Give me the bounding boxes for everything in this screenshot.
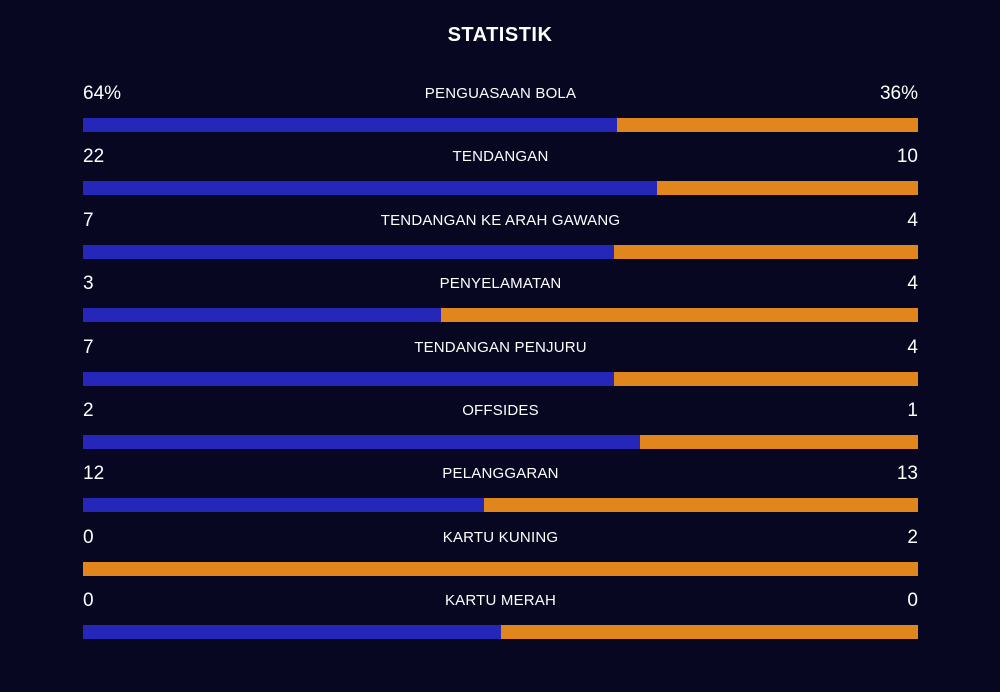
stat-home-value: 3 xyxy=(83,273,94,295)
stat-bar-home xyxy=(83,435,640,449)
stat-bar-home xyxy=(83,625,501,640)
stat-bar-away xyxy=(483,498,918,513)
stat-away-value: 10 xyxy=(896,146,918,168)
stat-label: TENDANGAN xyxy=(452,148,549,166)
stat-label: PELANGGARAN xyxy=(442,465,559,483)
stat-bar xyxy=(83,181,918,196)
stat-bar-home xyxy=(83,498,484,513)
stat-row: 7 TENDANGAN KE ARAH GAWANG 4 xyxy=(83,207,918,267)
stat-bar xyxy=(83,435,918,449)
stat-row: 0 KARTU MERAH 0 xyxy=(83,587,918,647)
stat-home-value: 64% xyxy=(83,83,122,104)
stat-home-value: 12 xyxy=(83,463,105,485)
stat-bar-away xyxy=(500,625,918,640)
stat-bar-away xyxy=(639,435,918,449)
stat-bar-away xyxy=(614,371,918,386)
stat-bar xyxy=(83,244,918,259)
stat-label: TENDANGAN PENJURU xyxy=(414,338,587,356)
stat-away-value: 1 xyxy=(907,400,918,421)
stat-away-value: 36% xyxy=(879,83,918,104)
stat-home-value: 0 xyxy=(83,590,94,612)
stat-away-value: 13 xyxy=(896,463,918,485)
stat-bar-home xyxy=(83,244,615,259)
stat-away-value: 4 xyxy=(907,209,918,231)
stat-bar-away xyxy=(614,244,918,259)
stat-row: 7 TENDANGAN PENJURU 4 xyxy=(83,334,918,394)
stat-bar-home xyxy=(83,308,441,323)
stat-away-value: 0 xyxy=(907,590,918,612)
stat-home-value: 22 xyxy=(83,146,105,168)
stat-bar-home xyxy=(83,181,658,196)
stat-label: KARTU MERAH xyxy=(444,592,557,610)
stat-bar-away xyxy=(657,181,918,196)
stat-home-value: 2 xyxy=(83,400,94,421)
stat-row: 0 KARTU KUNING 2 xyxy=(83,524,918,584)
stat-bar-away xyxy=(617,118,918,132)
stat-home-value: 7 xyxy=(83,336,94,358)
stat-bar xyxy=(83,625,918,640)
stat-bar-away xyxy=(440,308,918,323)
stat-away-value: 4 xyxy=(907,273,918,295)
stat-bar-home xyxy=(83,371,615,386)
stat-home-value: 0 xyxy=(83,526,94,548)
stat-bar-home xyxy=(83,118,618,132)
stat-label: PENYELAMATAN xyxy=(439,275,562,293)
stat-row: 64% PENGUASAAN BOLA 36% xyxy=(83,80,918,140)
stat-bar-away xyxy=(83,561,918,576)
stat-row: 3 PENYELAMATAN 4 xyxy=(83,270,918,330)
stat-away-value: 4 xyxy=(907,336,918,358)
stat-row: 2 OFFSIDES 1 xyxy=(83,397,918,457)
stat-label: KARTU KUNING xyxy=(442,528,559,546)
stat-label: PENGUASAAN BOLA xyxy=(424,85,577,102)
stat-label: TENDANGAN KE ARAH GAWANG xyxy=(380,211,621,229)
stat-bar xyxy=(83,371,918,386)
stat-row: 22 TENDANGAN 10 xyxy=(83,143,918,203)
stat-label: OFFSIDES xyxy=(462,402,539,419)
stat-bar xyxy=(83,561,918,576)
stat-away-value: 2 xyxy=(907,526,918,548)
stat-bar xyxy=(83,498,918,513)
stat-row: 12 PELANGGARAN 13 xyxy=(83,460,918,520)
page-title: STATISTIK xyxy=(447,24,553,46)
stat-bar xyxy=(83,118,918,132)
stat-home-value: 7 xyxy=(83,209,94,231)
stat-bar xyxy=(83,308,918,323)
